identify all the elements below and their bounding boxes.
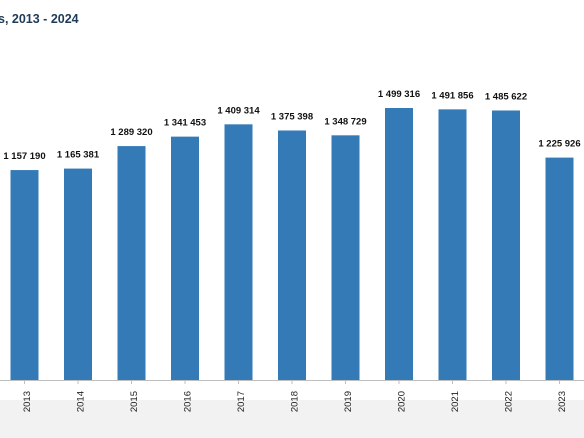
data-label-2017: 1 409 314	[217, 105, 260, 116]
x-tick-label-2022: 2022	[504, 391, 515, 412]
bar-2014	[64, 168, 92, 380]
data-label-2016: 1 341 453	[164, 118, 206, 129]
bar-2022	[492, 110, 520, 380]
bar-2023	[545, 157, 574, 380]
bar-2017	[224, 124, 253, 380]
x-tick-label-2015: 2015	[129, 391, 140, 412]
x-tick-label-2014: 2014	[76, 391, 87, 412]
x-tick-label-2023: 2023	[557, 391, 568, 412]
data-label-2014: 1 165 381	[57, 150, 100, 161]
bar-2018	[278, 130, 306, 380]
bar-2013	[10, 170, 39, 380]
data-label-2021: 1 491 856	[431, 90, 473, 101]
bar-2020	[385, 108, 413, 380]
data-label-2022: 1 485 622	[485, 91, 527, 102]
x-tick-label-2018: 2018	[290, 391, 301, 412]
x-tick-label-2016: 2016	[183, 391, 194, 412]
x-tick-label-2017: 2017	[236, 391, 247, 412]
bar-2019	[331, 135, 360, 380]
x-tick-label-2020: 2020	[397, 391, 408, 412]
bar-2015	[117, 146, 146, 380]
data-label-2015: 1 289 320	[110, 127, 152, 138]
data-label-2019: 1 348 729	[324, 116, 366, 127]
data-label-2020: 1 499 316	[378, 89, 420, 100]
x-tick-label-2019: 2019	[343, 391, 354, 412]
axis-band	[0, 400, 584, 438]
data-label-2013: 1 157 190	[3, 151, 45, 162]
data-label-2018: 1 375 398	[271, 111, 313, 122]
x-tick-label-2021: 2021	[450, 391, 461, 412]
bar-2021	[438, 109, 467, 380]
data-label-2023: 1 225 926	[538, 139, 580, 150]
x-tick-label-2013: 2013	[22, 391, 33, 412]
bar-2016	[171, 136, 199, 380]
chart-title: s, 2013 - 2024	[0, 12, 79, 26]
